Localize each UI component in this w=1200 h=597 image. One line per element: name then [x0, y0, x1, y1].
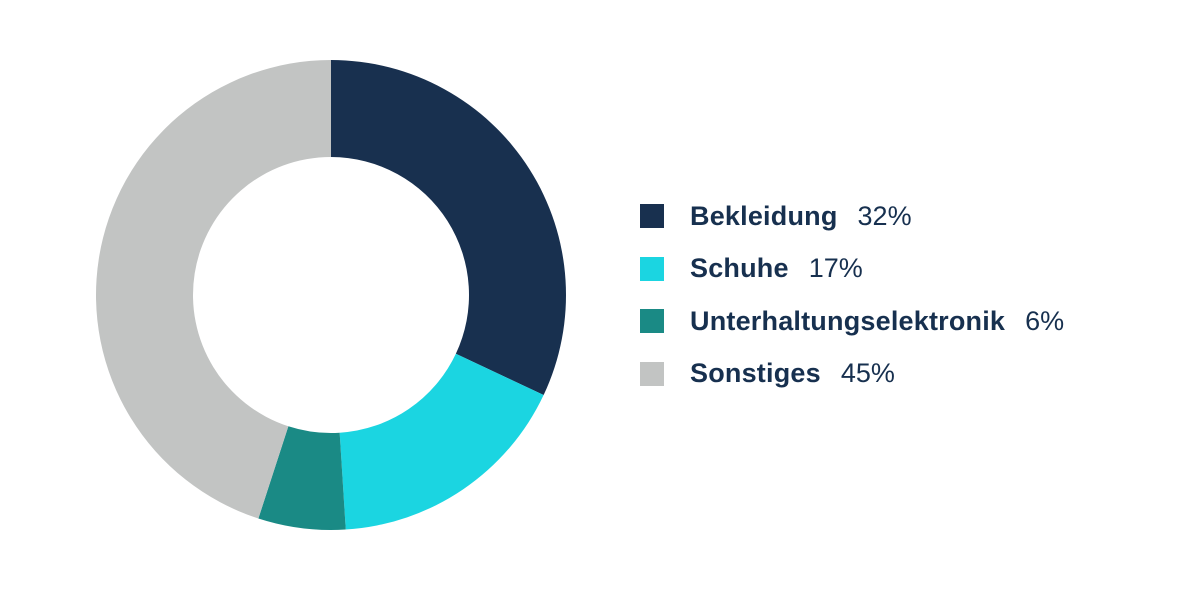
legend-label-bekleidung: Bekleidung: [690, 200, 838, 231]
legend-item-sonstiges: Sonstiges 45%: [640, 348, 1064, 401]
legend-item-schuhe: Schuhe 17%: [640, 243, 1064, 296]
legend-swatch-unterhaltungselektronik: [640, 309, 664, 334]
donut-slice-bekleidung: [331, 60, 566, 396]
legend-value-sonstiges: 45%: [840, 358, 895, 389]
legend-swatch-bekleidung: [640, 204, 664, 229]
legend-item-unterhaltungselektronik: Unterhaltungselektronik 6%: [640, 295, 1064, 348]
legend-label-sonstiges: Sonstiges: [690, 358, 821, 389]
legend-item-bekleidung: Bekleidung 32%: [640, 190, 1064, 243]
legend-swatch-schuhe: [640, 256, 664, 281]
legend-label-schuhe: Schuhe: [690, 253, 789, 284]
legend-value-unterhaltungselektronik: 6%: [1025, 305, 1065, 336]
donut-slice-schuhe: [339, 353, 544, 530]
legend-swatch-sonstiges: [640, 361, 664, 386]
legend-value-schuhe: 17%: [808, 253, 863, 284]
legend-label-unterhaltungselektronik: Unterhaltungselektronik: [690, 305, 1006, 336]
legend-value-bekleidung: 32%: [857, 200, 912, 231]
donut-chart: [96, 60, 566, 530]
chart-legend: Bekleidung 32% Schuhe 17% Unterhaltungse…: [640, 190, 1064, 400]
donut-slice-sonstiges: [96, 60, 331, 519]
donut-slice-unterhaltungselektronik: [258, 426, 346, 530]
